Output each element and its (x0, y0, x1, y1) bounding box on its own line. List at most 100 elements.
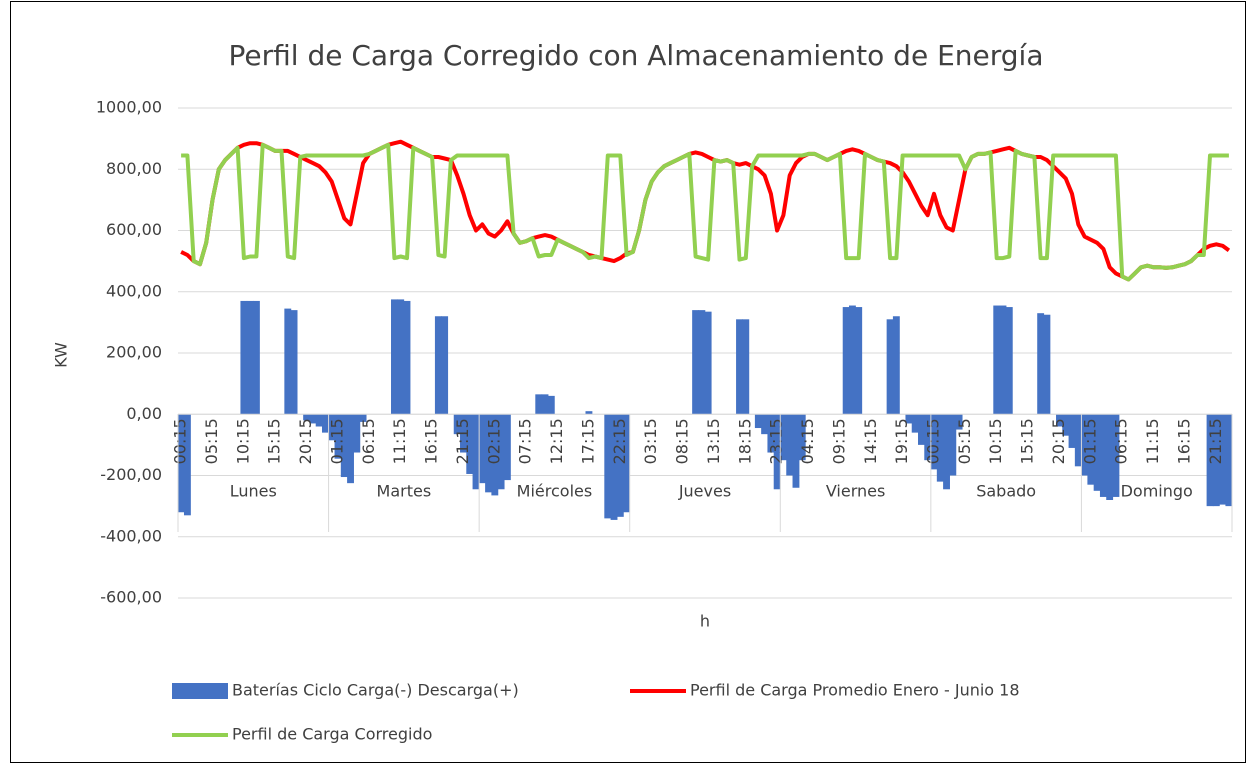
bar (478, 414, 486, 484)
x-tick-label: 14:15 (861, 418, 880, 464)
bar (460, 414, 467, 453)
bar (1219, 414, 1227, 505)
bar (585, 411, 593, 415)
bar (1037, 313, 1045, 415)
bar (892, 316, 900, 415)
x-tick-label: 11:15 (1143, 418, 1162, 464)
bar (761, 414, 769, 435)
x-tick-label: 04:15 (798, 418, 817, 464)
bar (949, 414, 957, 476)
group-label: Martes (377, 482, 432, 501)
bar (183, 414, 191, 516)
y-tick-label: -400,00 (100, 526, 162, 545)
bar (177, 414, 185, 513)
bar (911, 414, 919, 433)
x-axis-label: h (700, 612, 710, 631)
x-tick-label: 21:15 (453, 418, 472, 464)
x-tick-label: 18:15 (735, 418, 754, 464)
legend-label: Perfil de Carga Corregido (232, 725, 432, 744)
y-tick-label: 600,00 (106, 220, 162, 239)
x-tick-label: 11:15 (390, 418, 409, 464)
group-label: Miércoles (517, 482, 593, 501)
y-tick-label: -600,00 (100, 588, 162, 607)
bar (284, 308, 292, 415)
x-tick-label: 03:15 (641, 418, 660, 464)
x-tick-label: 06:15 (1112, 418, 1131, 464)
bar (623, 414, 631, 513)
bar (359, 414, 367, 422)
bar (1005, 307, 1013, 415)
y-axis-label: KW (52, 342, 71, 368)
x-tick-label: 16:15 (1174, 418, 1193, 464)
x-tick-label: 00:15 (923, 418, 942, 464)
legend-swatch (172, 683, 228, 699)
x-tick-label: 01:15 (1080, 418, 1099, 464)
bar (742, 319, 750, 415)
bar (610, 414, 618, 520)
bar (999, 305, 1007, 415)
bar (930, 414, 938, 470)
x-tick-label: 15:15 (1018, 418, 1037, 464)
bar (453, 414, 461, 435)
bar (397, 299, 405, 415)
x-tick-label: 10:15 (986, 418, 1005, 464)
y-tick-label: 0,00 (126, 404, 162, 423)
bar (604, 414, 612, 519)
bar (1087, 414, 1095, 485)
bar (616, 414, 624, 517)
bar (936, 414, 944, 482)
bar (924, 414, 932, 461)
x-tick-label: 23:15 (767, 418, 786, 464)
bar (1056, 414, 1063, 427)
bar (491, 414, 499, 496)
group-label: Sabado (976, 482, 1036, 501)
x-tick-label: 05:15 (955, 418, 974, 464)
x-tick-label: 19:15 (892, 418, 911, 464)
bar (855, 307, 863, 415)
group-label: Lunes (230, 482, 277, 501)
bar (943, 414, 950, 490)
bar (353, 414, 361, 453)
bar (403, 300, 411, 415)
bar (541, 394, 549, 415)
x-tick-label: 22:15 (610, 418, 629, 464)
bar (252, 300, 260, 415)
bar (1206, 414, 1214, 507)
legend-label: Perfil de Carga Promedio Enero - Junio 1… (690, 681, 1020, 700)
group-label: Domingo (1121, 482, 1193, 501)
bar (692, 310, 700, 415)
bar (466, 414, 474, 474)
bar (704, 311, 712, 415)
bar (1225, 414, 1233, 507)
x-tick-label: 02:15 (484, 418, 503, 464)
bar (535, 394, 543, 415)
bar (547, 395, 555, 415)
bar (472, 414, 480, 490)
bar (779, 414, 787, 461)
bar (698, 310, 706, 415)
bar (1068, 414, 1076, 448)
line (181, 142, 1229, 282)
bar (848, 305, 856, 415)
group-label: Jueves (678, 482, 731, 501)
bar (1081, 414, 1089, 476)
x-tick-label: 21:15 (1206, 418, 1225, 464)
frame (10, 1, 1246, 763)
y-tick-label: 800,00 (106, 159, 162, 178)
bar (798, 414, 806, 461)
bar (754, 414, 762, 429)
group-label: Viernes (826, 482, 886, 501)
chart-title: Perfil de Carga Corregido con Almacenami… (229, 39, 1044, 72)
bar (503, 414, 511, 481)
bar (485, 414, 492, 493)
bar (1212, 414, 1220, 507)
bar (955, 414, 963, 430)
bar (240, 300, 248, 415)
x-tick-label: 17:15 (578, 418, 597, 464)
legend-label: Baterías Ciclo Carga(-) Descarga(+) (232, 681, 519, 700)
bar (315, 414, 323, 427)
y-tick-label: -200,00 (100, 465, 162, 484)
y-tick-label: 400,00 (106, 281, 162, 300)
bar (1099, 414, 1107, 497)
